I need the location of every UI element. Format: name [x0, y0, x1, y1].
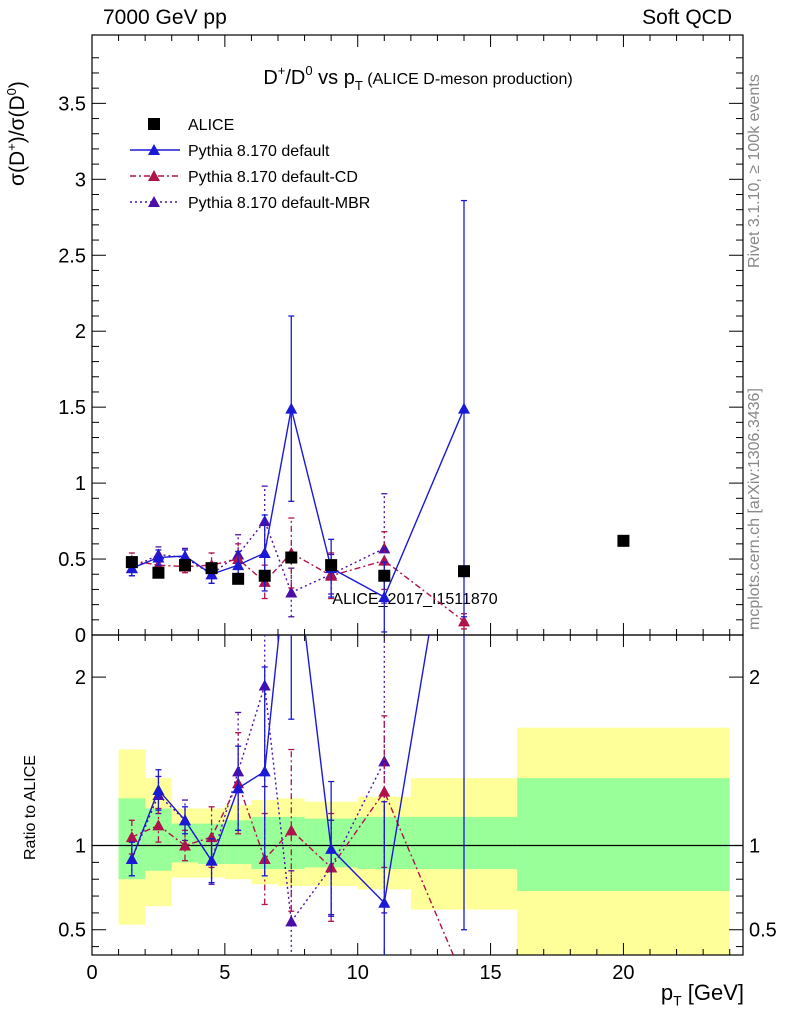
- ratio-pythia-default-mbr-point-8: [378, 755, 391, 767]
- header-left-label: 7000 GeV pp: [103, 6, 227, 29]
- ratio-pythia-default-point-2: [179, 814, 191, 826]
- x-tick-label-5: 5: [219, 962, 230, 984]
- alice-data-point-4: [232, 572, 245, 585]
- legend-marker-pythia-default: [148, 144, 160, 155]
- main-y-tick-label-3.5: 3.5: [58, 93, 86, 115]
- ratio-pythia-default-cd-point-9: [458, 974, 470, 985]
- legend-marker-alice: [148, 118, 160, 130]
- main-pythia-default-mbr-point-8: [378, 542, 391, 554]
- main-series-group: [125, 199, 630, 633]
- main-y-tick-label-1: 1: [75, 473, 86, 495]
- ratio-pythia-default-point-1: [152, 783, 165, 795]
- alice-data-point-6: [285, 551, 298, 564]
- ratio-pythia-default-cd-point-2: [179, 839, 191, 851]
- main-pythia-default-point-5: [258, 546, 271, 558]
- ratio-pythia-default-point-6: [285, 511, 297, 522]
- alice-data-point-2: [179, 559, 191, 572]
- ratio-pythia-default-point-0: [125, 853, 138, 864]
- main-pythia-default-cd-line: [131, 552, 465, 622]
- legend-label-alice: ALICE: [188, 117, 234, 134]
- chart-title: D+/D0 vs pT (ALICE D-meson production): [263, 63, 572, 93]
- x-tick-label-20: 20: [612, 962, 634, 984]
- ratio-pythia-default-point-4: [232, 782, 245, 794]
- ratio-pythia-default-cd-line: [131, 781, 455, 955]
- main-pythia-default-cd-point-8: [378, 554, 391, 566]
- green-band-10: [517, 778, 730, 891]
- ratio-y-tick-label-right-2: 2: [749, 667, 760, 689]
- alice-data-point-1: [152, 566, 165, 579]
- main-pythia-default-point-2: [179, 550, 191, 562]
- x-tick-label-10: 10: [347, 962, 369, 984]
- main-y-tick-label-3: 3: [75, 169, 86, 191]
- x-tick-label-0: 0: [86, 962, 97, 984]
- main-pythia-default-point-1: [152, 551, 165, 563]
- main-pythia-default-point-6: [285, 402, 298, 414]
- ratio-pythia-default-mbr-point-6: [285, 915, 298, 927]
- ratio-pythia-default-mbr-line: [131, 685, 385, 924]
- main-y-tick-label-1.5: 1.5: [58, 397, 86, 419]
- ratio-pythia-default-cd-point-8: [378, 785, 391, 797]
- ratio-pythia-default-cd-point-1: [152, 819, 165, 831]
- legend-marker-pythia-default-mbr: [148, 196, 160, 207]
- legend-label-pythia-default: Pythia 8.170 default: [188, 143, 330, 160]
- ratio-y-tick-label-0.5: 0.5: [58, 920, 86, 942]
- ratio-pythia-default-point-3: [205, 854, 218, 866]
- alice-data-point-9: [458, 565, 470, 578]
- ratio-pythia-default-point-8: [378, 896, 391, 908]
- alice-data-point-8: [378, 569, 391, 582]
- ratio-pythia-default-point-5: [258, 765, 271, 777]
- alice-data-point-5: [258, 569, 271, 582]
- alice-data-point-7: [325, 559, 338, 572]
- ratio-y-tick-label-2: 2: [75, 667, 86, 689]
- ratio-y-tick-label-1: 1: [75, 836, 86, 858]
- main-pythia-default-line: [131, 408, 465, 599]
- ratio-pythia-default-line: [131, 635, 430, 905]
- ratio-plot-frame: [91, 634, 744, 956]
- main-pythia-default-cd-point-9: [458, 615, 470, 627]
- ratio-y-tick-label-right-1: 1: [749, 836, 760, 858]
- main-pythia-default-point-4: [232, 559, 245, 571]
- main-y-tick-label-2: 2: [75, 321, 86, 343]
- alice-data-point-3: [205, 562, 218, 575]
- alice-data-point-0: [125, 556, 138, 569]
- ratio-pythia-default-point-7: [325, 842, 338, 854]
- analysis-watermark: ALICE_2017_I1511870: [332, 591, 497, 608]
- main-pythia-default-point-8: [378, 591, 391, 603]
- x-tick-label-15: 15: [479, 962, 501, 984]
- legend-label-pythia-default-mbr: Pythia 8.170 default-MBR: [188, 195, 370, 212]
- alice-data-point-10: [617, 534, 630, 547]
- main-y-tick-label-2.5: 2.5: [58, 245, 86, 267]
- main-pythia-default-point-9: [458, 402, 470, 414]
- main-pythia-default-mbr-point-6: [285, 586, 298, 598]
- legend-label-pythia-default-cd: Pythia 8.170 default-CD: [188, 169, 358, 186]
- ratio-y-tick-label-right-0.5: 0.5: [749, 920, 777, 942]
- header-right-label: Soft QCD: [642, 6, 732, 29]
- main-y-tick-label-0.5: 0.5: [58, 549, 86, 571]
- ratio-pythia-default-cd-point-0: [125, 831, 138, 843]
- legend-marker-pythia-default-cd: [148, 170, 160, 181]
- ratio-series-group: [125, 511, 470, 985]
- ratio-pythia-default-cd-point-6: [285, 824, 298, 836]
- main-y-tick-label-0: 0: [75, 625, 86, 647]
- x-axis-label: pT [GeV]: [660, 980, 744, 1009]
